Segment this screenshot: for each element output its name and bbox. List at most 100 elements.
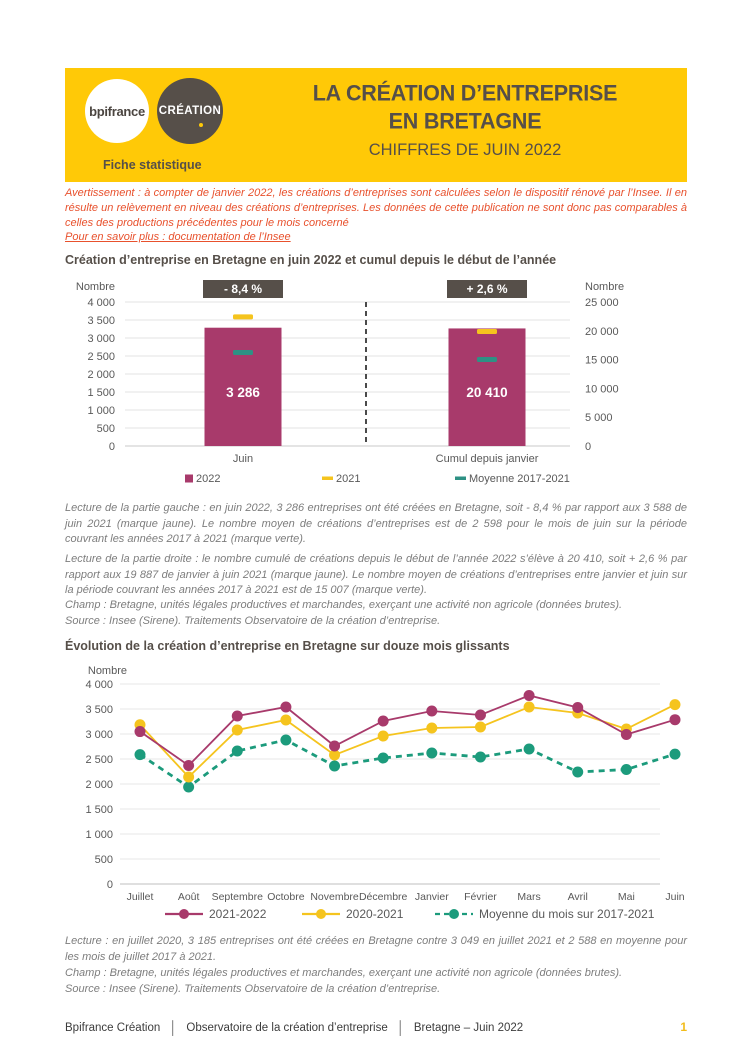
data-point: [474, 709, 486, 721]
left-axis-tick: 1 000: [87, 405, 115, 417]
creation-logo-text: CRÉATION: [158, 105, 222, 117]
right-axis-tick: 10 000: [585, 383, 619, 395]
data-point: [134, 726, 146, 738]
logo-row: bpifrance CRÉATION: [85, 78, 223, 144]
data-point: [572, 702, 584, 713]
data-point: [183, 771, 195, 783]
footer-divider: │: [169, 1020, 178, 1035]
subtitle: CHIFFRES DE JUIN 2022: [368, 141, 562, 159]
category-label: Cumul depuis janvier: [436, 453, 539, 465]
data-point: [183, 781, 195, 793]
legend-dot: [449, 909, 459, 919]
data-point: [280, 714, 292, 726]
y-axis-tick: 3 000: [85, 729, 113, 741]
data-point: [669, 748, 681, 760]
data-point: [474, 721, 486, 733]
data-point: [280, 734, 292, 746]
y-axis-tick: 3 500: [85, 704, 113, 716]
footer-divider: │: [396, 1020, 405, 1035]
data-point: [669, 699, 681, 711]
bar-chart-june-and-cumul: 0 500 1 000 1 500 2 000 2 500 3 000 3 500 4 000 0…: [76, 280, 624, 485]
left-axis-tick: 4 000: [87, 297, 115, 309]
data-point: [474, 751, 486, 763]
line-chart-twelve-months: 0 500 1 000 1 500 2 000 2 500 3 000 3 500 4 000 N…: [85, 665, 684, 921]
bpifrance-logo-text: bpifrance: [89, 103, 145, 119]
data-point: [280, 701, 292, 713]
legend-swatch: [322, 476, 333, 480]
y-axis-tick: 1 000: [85, 829, 113, 841]
legend-label: 2022: [196, 473, 220, 485]
variation-badge: [447, 280, 527, 298]
data-point: [329, 749, 341, 761]
y-axis-label: Nombre: [88, 665, 127, 677]
variation-badge-label: - 8,4 %: [224, 282, 262, 296]
source-text-1: Source : Insee (Sirene). Traitements Obs…: [65, 615, 441, 627]
marker-moyenne-2017-2021: [477, 357, 497, 363]
data-point: [523, 701, 535, 713]
left-axis-tick: 3 500: [87, 315, 115, 327]
x-axis-month-label: Décembre: [359, 891, 408, 903]
right-axis-tick: 0: [585, 441, 591, 453]
data-point: [329, 740, 341, 752]
left-axis-tick: 2 000: [87, 369, 115, 381]
category-label: Juin: [233, 453, 253, 465]
x-axis-month-label: Janvier: [415, 891, 449, 903]
tagline: Fiche statistique: [103, 158, 202, 172]
legend-label: 2021-2022: [209, 907, 267, 921]
y-axis-tick: 500: [95, 854, 113, 866]
right-axis-tick: 5 000: [585, 412, 613, 424]
x-axis-month-label: Juin: [665, 891, 684, 903]
marker-moyenne-2017-2021: [233, 349, 253, 355]
data-point: [426, 722, 438, 734]
champ-text-2: Champ : Bretagne, unités légales product…: [65, 967, 623, 979]
footer-item-brand: Bpifrance Création: [65, 1021, 161, 1034]
data-point: [620, 764, 632, 775]
x-axis-month-label: Juillet: [127, 891, 154, 903]
x-axis-month-label: Mai: [618, 891, 635, 903]
data-point: [426, 705, 438, 717]
x-axis-month-label: Novembre: [310, 891, 359, 903]
data-point: [377, 752, 389, 764]
marker-2021: [477, 328, 497, 334]
right-axis-tick: 15 000: [585, 355, 619, 367]
right-axis-tick: 20 000: [585, 326, 619, 338]
x-axis-month-label: Octobre: [267, 891, 305, 903]
x-axis-month-label: Avril: [568, 891, 588, 903]
creation-logo: CRÉATION: [157, 78, 223, 144]
data-point: [231, 710, 243, 722]
legend-label: 2021: [336, 473, 360, 485]
lecture-left-text: Lecture de la partie gauche : en juin 20…: [65, 502, 687, 545]
document-title: LA CRÉATION D’ENTREPRISE EN BRETAGNE CHI…: [245, 79, 685, 162]
series-line-Moyenne-du-mois-sur-2017-2021: [139, 738, 676, 789]
data-point: [523, 743, 535, 755]
footer: Bpifrance Création │ Observatoire de la …: [65, 1020, 687, 1035]
x-axis-month-label: Février: [464, 891, 497, 903]
variation-badge: [203, 280, 283, 298]
x-axis-month-label: Mars: [517, 891, 540, 903]
insee-documentation-link[interactable]: Pour en savoir plus : documentation de l…: [65, 231, 291, 243]
legend-label: Moyenne du mois sur 2017-2021: [479, 907, 655, 921]
lecture-line-chart: Lecture : en juillet 2020, 3 185 entrepr…: [65, 935, 687, 963]
footer-item-region-date: Bretagne – Juin 2022: [413, 1021, 524, 1034]
left-axis-tick: 1 500: [87, 387, 115, 399]
bar-value-label: 20 410: [466, 385, 507, 400]
x-axis-month-label: Septembre: [212, 891, 264, 903]
y-axis-tick: 4 000: [85, 679, 113, 691]
series-line-2020-2021: [139, 703, 676, 779]
footer-item-observatoire: Observatoire de la création d’entreprise: [186, 1021, 388, 1034]
data-point: [183, 760, 195, 771]
x-axis-month-label: Août: [178, 891, 200, 903]
legend-dot: [316, 909, 326, 919]
legend-label: 2020-2021: [346, 907, 404, 921]
bar-value-label: 3 286: [226, 385, 260, 400]
source-text-2: Source : Insee (Sirene). Traitements Obs…: [65, 983, 441, 995]
variation-badge-label: + 2,6 %: [466, 282, 507, 296]
y-axis-tick: 2 500: [85, 754, 113, 766]
warning-text: Avertissement : à compter de janvier 202…: [65, 187, 687, 229]
data-point: [669, 714, 681, 726]
left-axis-tick: 0: [109, 441, 115, 453]
y-axis-tick: 1 500: [85, 804, 113, 816]
right-axis-label: Nombre: [585, 281, 624, 293]
section2-title: Évolution de la création d’entreprise en…: [65, 639, 510, 653]
data-point: [231, 745, 243, 757]
